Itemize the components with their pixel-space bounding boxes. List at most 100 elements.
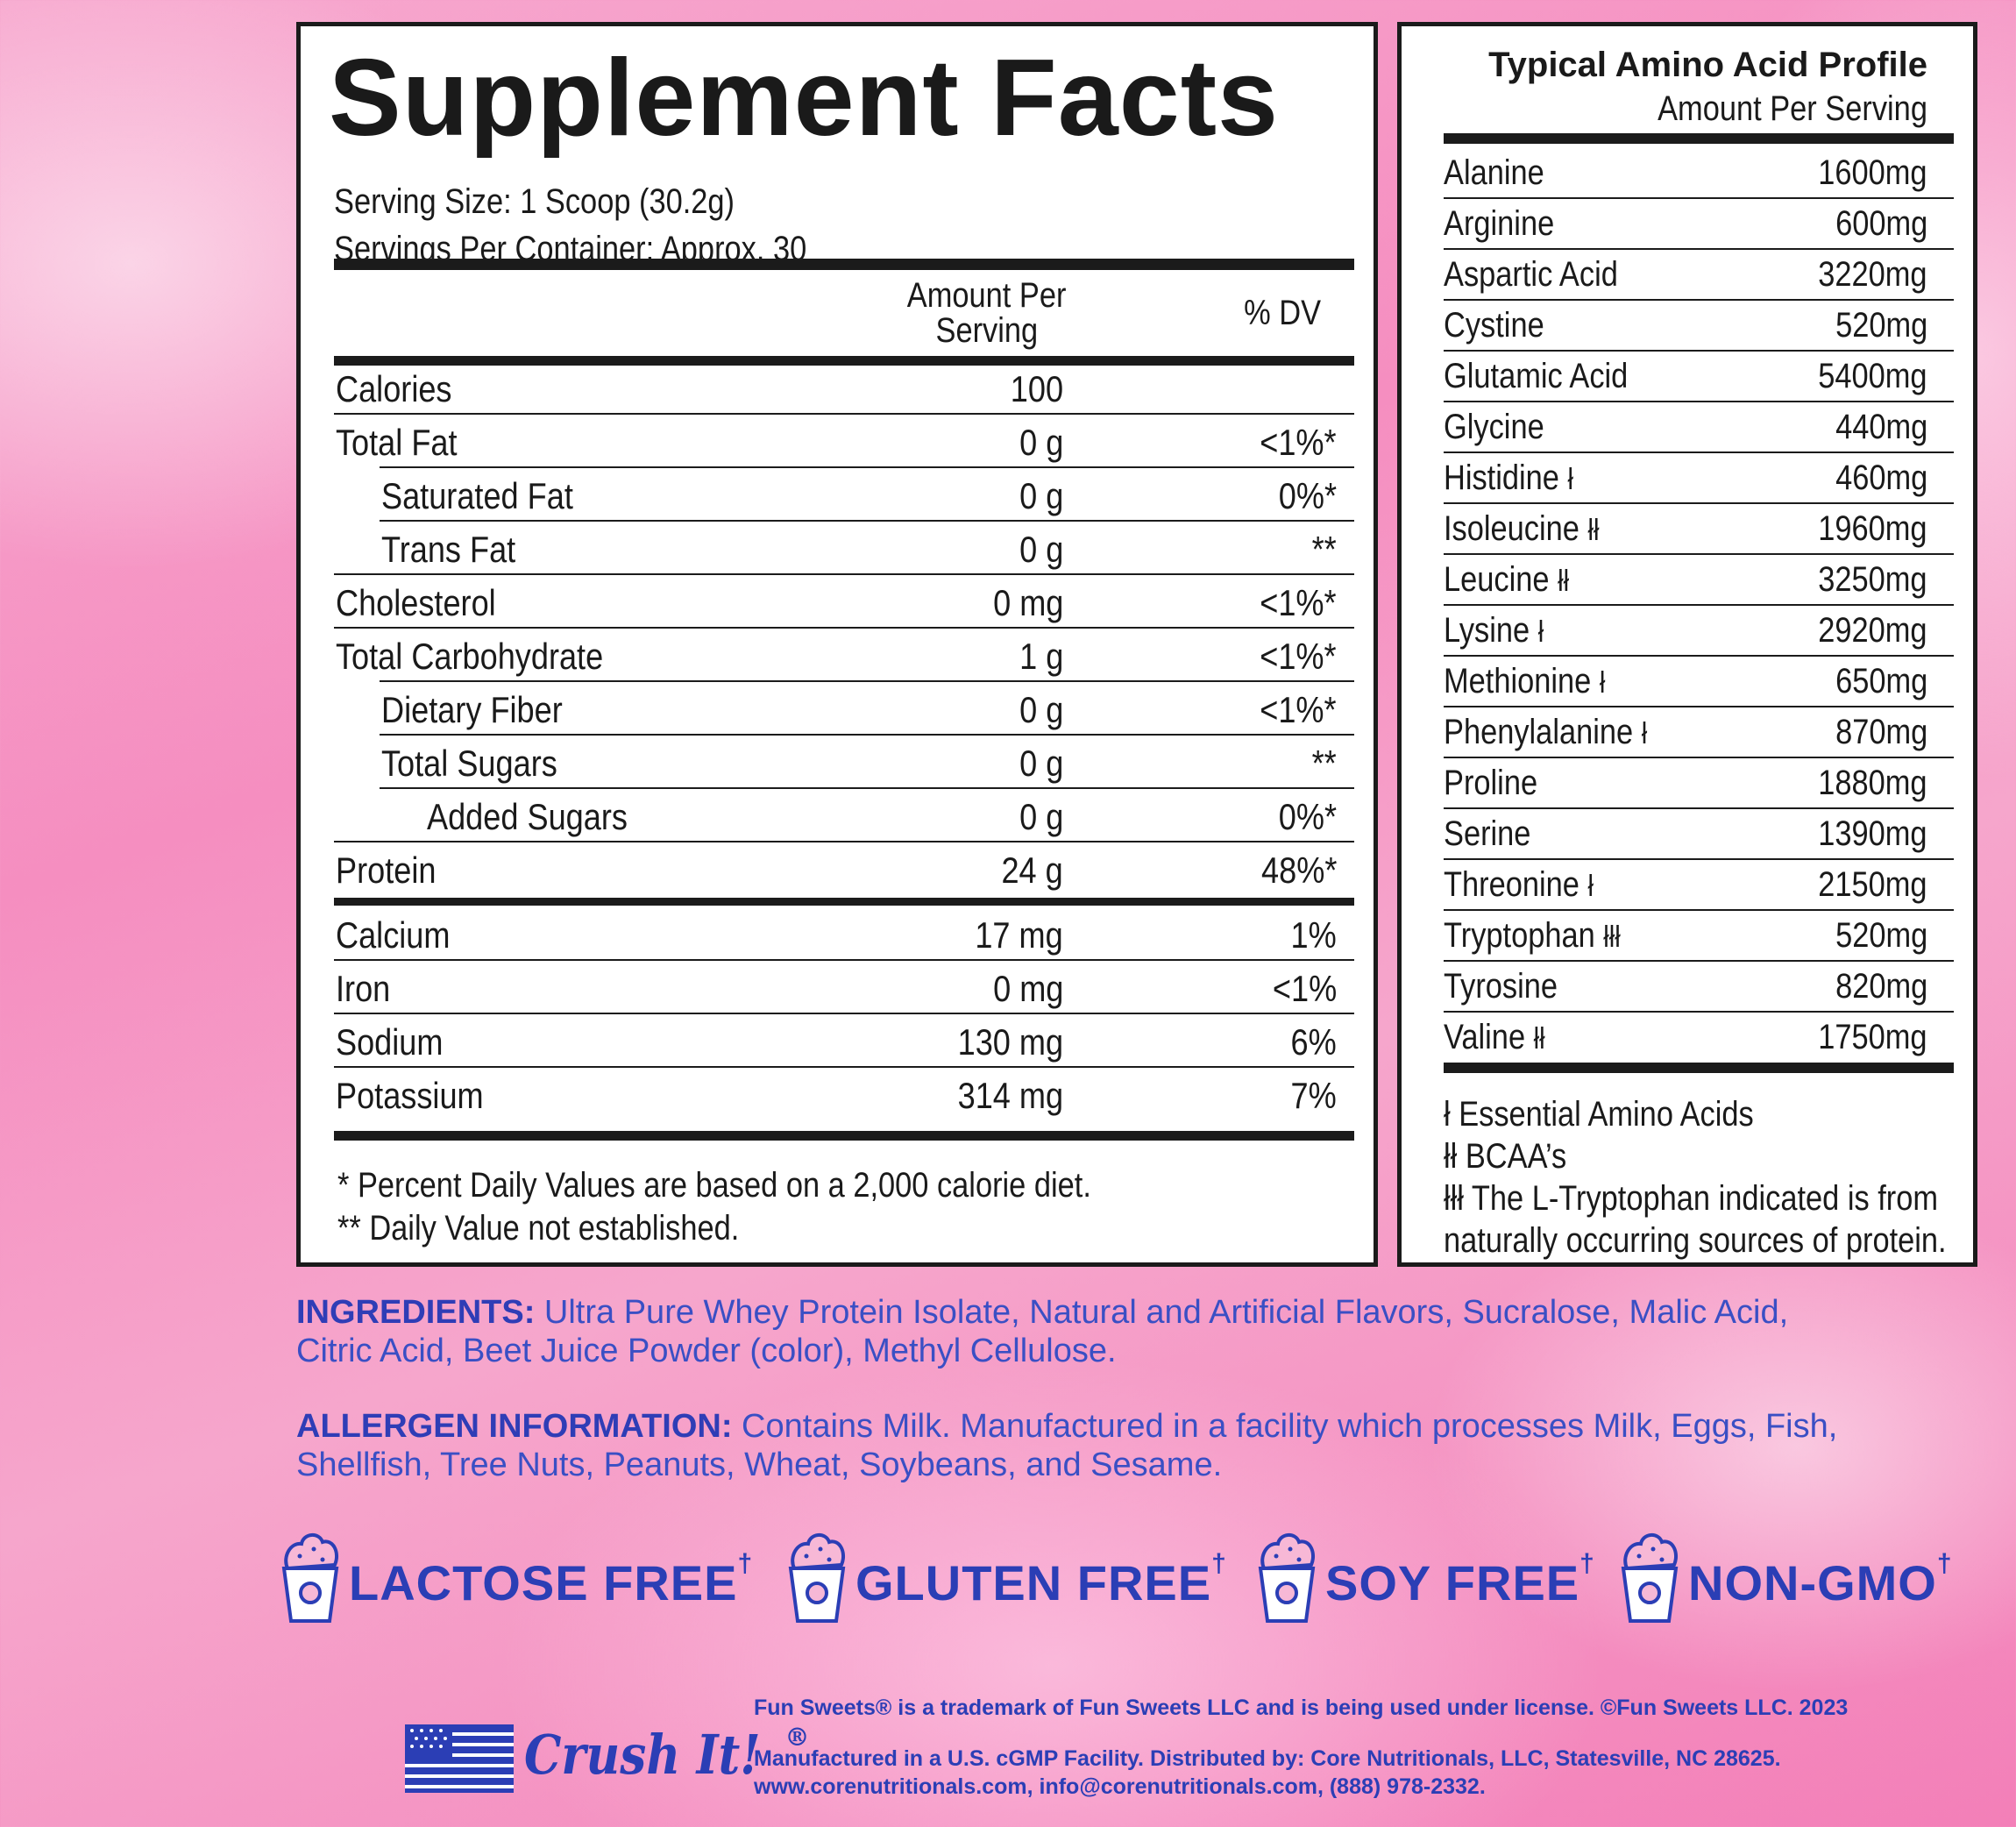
nutrient-dv-text: <1%* [1260,582,1337,623]
amino-row: Aspartic Acid 3220mg [1444,249,1954,300]
nutrient-amount-text: 1 g [1019,636,1063,677]
nutrient-amount-text: 0 g [1019,689,1063,730]
nutrient-dv: 1% [1283,916,1337,955]
nutrient-name: Protein [336,851,452,890]
ingredients-line1: Ultra Pure Whey Protein Isolate, Natural… [543,1294,1789,1331]
amino-value-text: 1390mg [1818,814,1927,853]
nutrient-separator [334,1013,1354,1014]
amino-name: Valine łł [1444,1018,1561,1058]
nutrient-name: Added Sugars [427,798,660,836]
amino-value: 1960mg [1800,509,1927,548]
amino-name: Alanine [1444,153,1560,194]
amino-mark: łłł [1603,921,1621,954]
allergen-block: ALLERGEN INFORMATION: Contains Milk. Man… [296,1407,1979,1484]
nutrient-amount-text: 24 g [1001,850,1063,891]
amino-row: Arginine 600mg [1444,198,1954,249]
header-divider-bar [334,259,1354,270]
nutrient-dv-text: 0%* [1278,475,1337,516]
nutrient-amount-text: 0 mg [992,582,1063,623]
amino-mark: łł [1587,514,1600,547]
amino-value: 600mg [1821,204,1927,243]
nutrient-dv-text: <1% [1272,968,1337,1009]
nutrient-dv-text: <1%* [1260,422,1337,463]
nutrient-name: Potassium [336,1077,508,1115]
nutrient-name: Trans Fat [381,530,537,569]
nutrient-dv-text: 0%* [1278,796,1337,837]
amino-mark: łł [1558,565,1570,598]
amino-value: 520mg [1821,916,1927,955]
amino-row: Valine łł 1750mg [1444,1012,1954,1063]
amino-value-text: 650mg [1835,662,1927,700]
amino-separator [1444,807,1954,809]
amino-row: Threonine ł 2150mg [1444,859,1954,910]
amino-value-text: 520mg [1835,916,1927,955]
amino-name: Methionine ł [1444,662,1631,702]
nutrient-name-text: Saturated Fat [381,475,573,516]
badge-dagger: † [1579,1549,1595,1578]
footnote-dv-not-established: ** Daily Value not established. [337,1209,805,1248]
nutrient-row: Potassium 314 mg 7% [334,1068,1354,1121]
amino-name-text: Arginine [1444,204,1555,243]
amino-value-text: 820mg [1835,967,1927,1006]
amino-value: 870mg [1821,713,1927,751]
footnote-dv-basis: * Percent Daily Values are based on a 2,… [337,1166,1214,1205]
amino-mark: łł [1533,1022,1545,1056]
amino-acid-panel: Typical Amino Acid Profile Amount Per Se… [1397,22,1977,1267]
legend-bcaa-text: łł BCAA’s [1444,1137,1567,1176]
nutrient-name-text: Sodium [336,1021,444,1063]
amino-separator [1444,909,1954,911]
nutrient-separator [334,959,1354,961]
allergen-label: ALLERGEN INFORMATION: [296,1408,733,1445]
nutrient-amount: 0 g [1012,691,1063,729]
amino-separator [1444,604,1954,606]
nutrient-amount: 17 mg [961,916,1063,955]
nutrient-separator [334,627,1354,629]
amino-separator [1444,197,1954,199]
nutrient-amount-text: 100 [1010,368,1063,409]
amino-name: Isoleucine łł [1444,509,1624,550]
amino-subtitle: Amount Per Serving [1658,89,1927,128]
nutrient-amount: 0 g [1012,530,1063,569]
ingredients-label: INGREDIENTS: [296,1294,536,1331]
header-amount: Amount Per Serving [860,278,1114,348]
manufacturer-notice: Manufactured in a U.S. cGMP Facility. Di… [754,1746,1781,1771]
nutrient-dv: <1%* [1247,637,1337,676]
nutrient-name: Cholesterol [336,584,522,622]
nutrient-name-text: Dietary Fiber [381,689,563,730]
nutrient-row: Protein 24 g 48%* [334,842,1354,896]
badge-label-text: GLUTEN FREE [855,1555,1212,1610]
nutrient-amount-text: 0 g [1019,529,1063,570]
badge-label-text: LACTOSE FREE [349,1555,738,1610]
nutrient-row: Calories 100 [334,361,1354,415]
amino-name: Proline [1444,764,1553,804]
amino-value: 820mg [1821,967,1927,1006]
legend-tryptophan-cont-text: naturally occurring sources of protein. [1444,1221,1947,1260]
amino-mark: ł [1641,717,1648,750]
nutrient-dv-text: 7% [1290,1075,1337,1116]
amino-name: Serine [1444,814,1545,855]
ingredients-line2: Citric Acid, Beet Juice Powder (color), … [296,1333,1117,1369]
amino-name: Histidine ł [1444,459,1594,499]
nutrient-separator [380,787,1354,789]
nutrient-amount-text: 0 g [1019,743,1063,784]
contact-info: www.corenutritionals.com, info@corenutri… [754,1774,1486,1799]
badge-dagger: † [737,1549,754,1578]
nutrient-name: Saturated Fat [381,477,604,515]
amino-name-text: Methionine [1444,662,1592,700]
nutrient-separator [334,573,1354,575]
amino-separator [1444,706,1954,707]
nutrient-name-text: Calcium [336,914,451,956]
protein-divider-bar [334,898,1354,906]
amino-mark: ł [1537,615,1544,649]
nutrient-dv: <1%* [1247,584,1337,622]
amino-row: Glycine 440mg [1444,402,1954,452]
amino-name: Glycine [1444,408,1560,448]
amino-separator [1444,502,1954,504]
amino-name-text: Histidine [1444,459,1559,497]
amino-value-text: 3220mg [1818,255,1927,294]
amino-value: 440mg [1821,408,1927,446]
nutrient-row: Sodium 130 mg 6% [334,1014,1354,1068]
amino-mark: ł [1567,463,1574,496]
amino-separator [1444,553,1954,555]
nutrient-name-text: Iron [336,968,391,1009]
